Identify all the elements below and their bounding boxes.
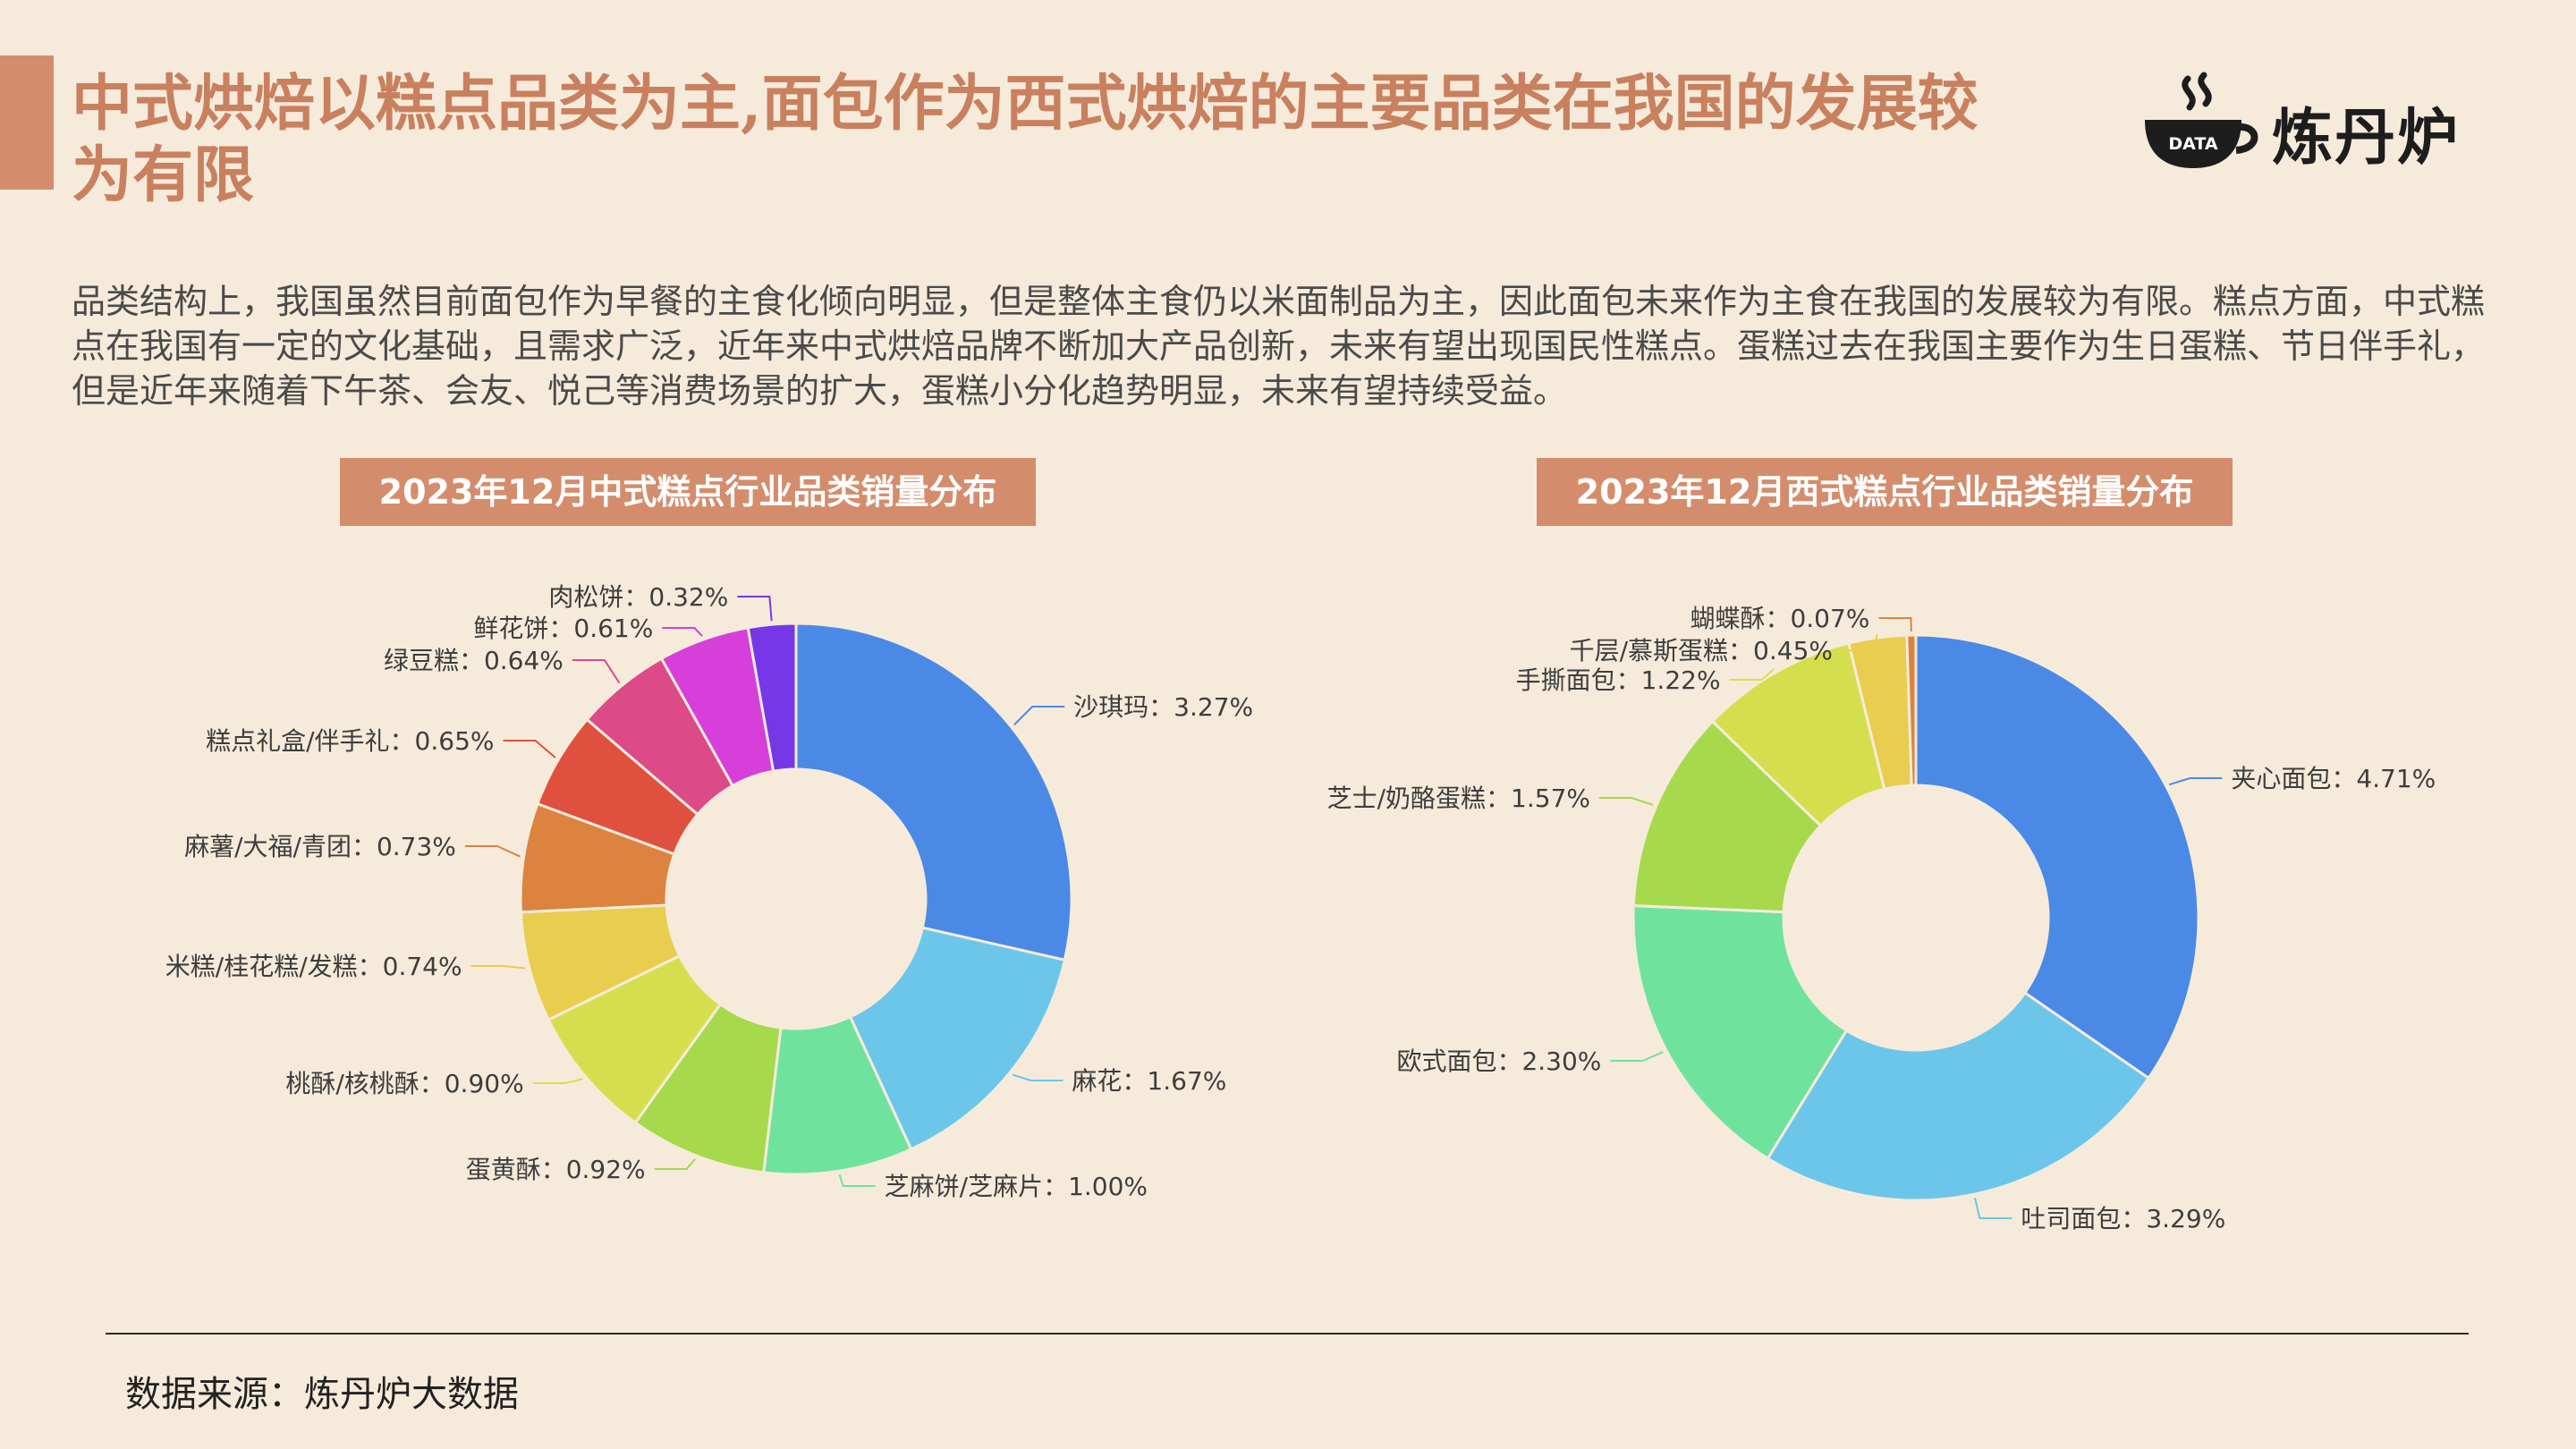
western-pastry-label-6: 蝴蝶酥：0.07% xyxy=(1690,604,1869,633)
page-title: 中式烘焙以糕点品类为主,面包作为西式烘焙的主要品类在我国的发展较为有限 xyxy=(72,68,1979,211)
western-pastry-slice-3 xyxy=(1631,719,1823,914)
chinese-pastry-leader-10 xyxy=(737,596,773,622)
western-pastry-slice-2 xyxy=(1631,903,1849,1161)
chinese-pastry-leader-2 xyxy=(838,1174,876,1187)
western-pastry-leader-4 xyxy=(1729,668,1775,681)
western-pastry-label-0: 夹心面包：4.71% xyxy=(2231,764,2436,793)
chinese-pastry-leader-5 xyxy=(470,965,526,970)
western-pastry-leader-1 xyxy=(1974,1197,2012,1219)
chinese-pastry-leader-4 xyxy=(532,1078,583,1084)
chinese-pastry-label-1: 麻花：1.67% xyxy=(1072,1066,1226,1096)
chinese-pastry-label-7: 糕点礼盒/伴手礼：0.65% xyxy=(206,726,494,756)
western-pastry-slice-6 xyxy=(1905,633,1918,787)
western-pastry-leader-5 xyxy=(1842,633,1878,651)
chinese-pastry-leader-9 xyxy=(662,627,703,637)
chinese-pastry-label-0: 沙琪玛：3.27% xyxy=(1073,692,1253,722)
chinese-pastry-leader-6 xyxy=(464,845,521,858)
chinese-pastry-slice-10 xyxy=(746,622,798,773)
description-text: 品类结构上，我国虽然目前面包作为早餐的主食化倾向明显，但是整体主食仍以米面制品为… xyxy=(72,282,2486,411)
chinese-pastry-label-6: 麻薯/大福/青团：0.73% xyxy=(184,832,456,861)
chart-title-chinese-pastry: 2023年12月中式糕点行业品类销量分布 xyxy=(340,458,1036,526)
western-pastry-slice-0 xyxy=(1914,633,2200,1080)
western-pastry-slice-1 xyxy=(1766,990,2151,1202)
brand-logo: DATA 炼丹炉 xyxy=(2136,72,2487,179)
chinese-pastry-label-8: 绿豆糕：0.64% xyxy=(384,646,564,675)
logo-badge-text: DATA xyxy=(2168,134,2217,154)
western-pastry-leader-6 xyxy=(1878,617,1912,632)
western-pastry-label-1: 吐司面包：3.29% xyxy=(2021,1204,2225,1233)
chinese-pastry-label-2: 芝麻饼/芝麻片：1.00% xyxy=(885,1172,1148,1201)
chinese-pastry-leader-3 xyxy=(654,1158,696,1170)
chart-title-western-pastry: 2023年12月西式糕点行业品类销量分布 xyxy=(1537,458,2233,526)
chinese-pastry-leader-8 xyxy=(572,659,621,684)
western-pastry-leader-0 xyxy=(2169,777,2223,786)
data-source: 数据来源：炼丹炉大数据 xyxy=(125,1374,519,1415)
chinese-pastry-label-10: 肉松饼：0.32% xyxy=(548,582,728,612)
chinese-pastry-label-4: 桃酥/核桃酥：0.90% xyxy=(285,1069,523,1098)
title-accent-bar xyxy=(0,55,54,190)
chinese-pastry-leader-7 xyxy=(503,740,556,758)
chinese-pastry-label-9: 鲜花饼：0.61% xyxy=(473,614,653,643)
western-pastry-label-5: 千层/慕斯蛋糕：0.45% xyxy=(1570,636,1833,665)
chinese-pastry-label-3: 蛋黄酥：0.92% xyxy=(466,1155,646,1184)
chinese-pastry-leader-1 xyxy=(1012,1073,1063,1081)
chinese-pastry-slice-0 xyxy=(794,622,1073,962)
western-pastry-label-3: 芝士/奶酪蛋糕：1.57% xyxy=(1327,784,1590,813)
chinese-pastry-label-5: 米糕/桂花糕/发糕：0.74% xyxy=(165,952,462,981)
western-pastry-label-4: 手撕面包：1.22% xyxy=(1516,665,1721,695)
chinese-pastry-leader-0 xyxy=(1013,706,1065,726)
footer-divider xyxy=(106,1333,2469,1335)
western-pastry-leader-2 xyxy=(1610,1051,1664,1062)
western-pastry-label-2: 欧式面包：2.30% xyxy=(1396,1046,1601,1076)
chinese-pastry-slice-1 xyxy=(848,926,1067,1151)
coffee-cup-icon: DATA xyxy=(2145,72,2258,168)
western-pastry-leader-3 xyxy=(1599,797,1654,806)
logo-text: 炼丹炉 xyxy=(2272,103,2461,174)
